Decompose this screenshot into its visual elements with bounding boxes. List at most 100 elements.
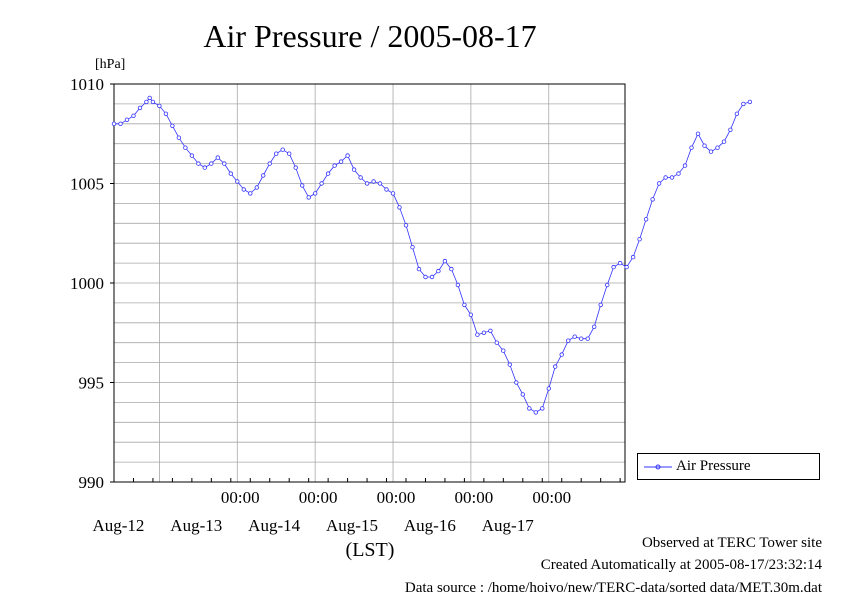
- data-point: [436, 268, 441, 274]
- data-point: [741, 101, 746, 107]
- data-point: [416, 266, 422, 272]
- data-point: [248, 191, 253, 196]
- data-point: [455, 282, 461, 288]
- data-point: [682, 163, 688, 168]
- data-point: [338, 159, 344, 164]
- data-point: [111, 121, 117, 126]
- data-point: [332, 163, 337, 168]
- data-point: [364, 181, 370, 186]
- data-point: [579, 336, 584, 341]
- grid: [114, 84, 625, 482]
- data-point: [721, 139, 727, 144]
- data-point: [351, 167, 357, 172]
- data-point: [189, 153, 195, 158]
- data-point: [371, 179, 376, 184]
- series-line: [114, 97, 751, 413]
- x-axis-label: (LST): [346, 539, 395, 561]
- legend-label: Air Pressure: [676, 458, 751, 474]
- data-point: [747, 99, 753, 105]
- data-point: [215, 155, 220, 160]
- data-point: [481, 330, 487, 335]
- data-point: [176, 135, 182, 140]
- x-date-label: Aug-14: [248, 516, 300, 535]
- data-point: [144, 99, 149, 105]
- x-time-label: 00:00: [377, 488, 416, 507]
- data-point: [663, 175, 668, 180]
- data-source-note: Data source : /home/hoivo/new/TERC-data/…: [404, 580, 822, 596]
- created-note: Created Automatically at 2005-08-17/23:3…: [540, 557, 822, 573]
- data-point: [274, 151, 279, 156]
- x-time-label: 00:00: [455, 488, 494, 507]
- data-point: [163, 111, 169, 116]
- data-point: [150, 99, 156, 105]
- data-point: [501, 348, 506, 353]
- data-point: [546, 386, 551, 391]
- data-point: [624, 264, 629, 270]
- data-point: [507, 362, 512, 367]
- data-point: [475, 332, 480, 337]
- data-point: [442, 258, 448, 264]
- data-point: [637, 236, 642, 242]
- data-point: [617, 260, 623, 266]
- data-point: [572, 334, 577, 339]
- data-point: [708, 149, 714, 154]
- data-point: [650, 197, 655, 202]
- data-point: [137, 105, 143, 111]
- data-point: [196, 161, 201, 166]
- data-point: [611, 264, 616, 270]
- data-point: [553, 364, 558, 369]
- data-point: [280, 147, 285, 152]
- data-point: [147, 95, 152, 101]
- data-point: [410, 244, 415, 250]
- data-point: [377, 181, 383, 186]
- data-point: [390, 191, 396, 196]
- data-point: [267, 161, 272, 166]
- x-time-label: 00:00: [532, 488, 571, 507]
- data-point: [222, 161, 227, 166]
- data-point: [397, 205, 402, 210]
- data-point: [598, 302, 603, 308]
- data-point: [293, 165, 298, 170]
- y-axis-unit-label: [hPa]: [95, 57, 125, 72]
- data-point: [228, 171, 233, 176]
- data-point: [689, 145, 694, 150]
- data-point: [592, 324, 597, 329]
- data-point: [566, 338, 571, 343]
- data-point: [702, 143, 707, 148]
- data-point: [235, 179, 240, 184]
- x-date-label: Aug-15: [326, 516, 378, 535]
- data-point: [676, 171, 681, 176]
- data-point: [520, 392, 525, 397]
- x-date-label: Aug-17: [482, 516, 534, 535]
- data-point: [423, 274, 428, 280]
- x-time-label: 00:00: [299, 488, 338, 507]
- data-point: [585, 336, 590, 341]
- y-tick-label: 995: [79, 374, 105, 393]
- legend: Air Pressure: [637, 453, 820, 480]
- series-air-pressure: [111, 95, 753, 415]
- data-point: [468, 312, 474, 317]
- data-point: [695, 131, 701, 136]
- chart-title: Air Pressure / 2005-08-17: [203, 18, 536, 54]
- data-point: [715, 145, 720, 150]
- data-point: [734, 111, 740, 116]
- data-point: [313, 191, 318, 196]
- data-point: [559, 352, 564, 357]
- data-point: [429, 274, 435, 280]
- data-point: [527, 406, 532, 411]
- data-point: [540, 406, 545, 411]
- data-point: [605, 282, 610, 288]
- data-point: [358, 175, 363, 180]
- data-point: [300, 183, 305, 188]
- data-point: [403, 223, 409, 228]
- data-point: [533, 410, 538, 415]
- data-point: [656, 181, 662, 186]
- data-point: [669, 175, 675, 180]
- data-point: [488, 328, 493, 333]
- data-point: [202, 165, 207, 170]
- x-date-label: Aug-13: [170, 516, 222, 535]
- data-point: [345, 153, 350, 158]
- data-point: [118, 121, 123, 126]
- data-point: [384, 187, 389, 192]
- data-point: [319, 181, 324, 186]
